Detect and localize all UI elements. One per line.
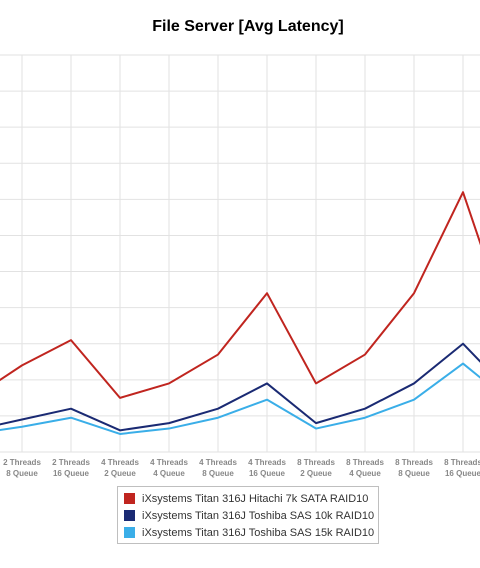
series-line-1 bbox=[0, 342, 480, 432]
legend-item-toshiba-15k[interactable]: iXsystems Titan 316J Toshiba SAS 15k RAI… bbox=[124, 524, 378, 541]
series-lines bbox=[0, 191, 480, 435]
x-tick-label: 8 Threads bbox=[297, 458, 335, 467]
grid-lines bbox=[0, 54, 480, 453]
x-tick-label: 2 Queue bbox=[300, 469, 332, 478]
x-tick-label: 4 Threads bbox=[248, 458, 286, 467]
legend-item-toshiba-10k[interactable]: iXsystems Titan 316J Toshiba SAS 10k RAI… bbox=[124, 507, 378, 524]
x-tick-label: 2 Threads bbox=[3, 458, 41, 467]
x-tick-label: 4 Threads bbox=[101, 458, 139, 467]
legend-label-toshiba-10k: iXsystems Titan 316J Toshiba SAS 10k RAI… bbox=[142, 509, 375, 522]
x-tick-label: 16 Queue bbox=[53, 469, 90, 478]
chart-title: File Server [Avg Latency] bbox=[152, 18, 344, 35]
legend-label-hitachi-7k: iXsystems Titan 316J Hitachi 7k SATA RAI… bbox=[142, 492, 369, 505]
legend-label-toshiba-15k: iXsystems Titan 316J Toshiba SAS 15k RAI… bbox=[142, 526, 375, 539]
x-tick-label: 4 Queue bbox=[153, 469, 185, 478]
x-tick-label: 8 Queue bbox=[6, 469, 38, 478]
x-tick-label: 8 Threads bbox=[444, 458, 480, 467]
x-tick-label: 16 Queue bbox=[249, 469, 286, 478]
x-tick-label: 8 Threads bbox=[346, 458, 384, 467]
series-line-2 bbox=[0, 362, 480, 435]
x-tick-label: 8 Queue bbox=[202, 469, 234, 478]
x-tick-label: 4 Threads bbox=[150, 458, 188, 467]
legend-item-hitachi-7k[interactable]: iXsystems Titan 316J Hitachi 7k SATA RAI… bbox=[124, 490, 378, 507]
series-line-0 bbox=[0, 191, 480, 399]
x-tick-label: 8 Threads bbox=[395, 458, 433, 467]
x-tick-label: 2 Queue bbox=[104, 469, 136, 478]
x-tick-label: 4 Queue bbox=[349, 469, 381, 478]
x-tick-label: 8 Queue bbox=[398, 469, 430, 478]
legend-swatch-hitachi-7k bbox=[124, 493, 135, 504]
x-tick-label: 4 Threads bbox=[199, 458, 237, 467]
legend: iXsystems Titan 316J Hitachi 7k SATA RAI… bbox=[117, 486, 379, 544]
legend-swatch-toshiba-10k bbox=[124, 510, 135, 521]
legend-swatch-toshiba-15k bbox=[124, 527, 135, 538]
x-tick-label: 16 Queue bbox=[445, 469, 480, 478]
x-tick-label: 2 Threads bbox=[52, 458, 90, 467]
